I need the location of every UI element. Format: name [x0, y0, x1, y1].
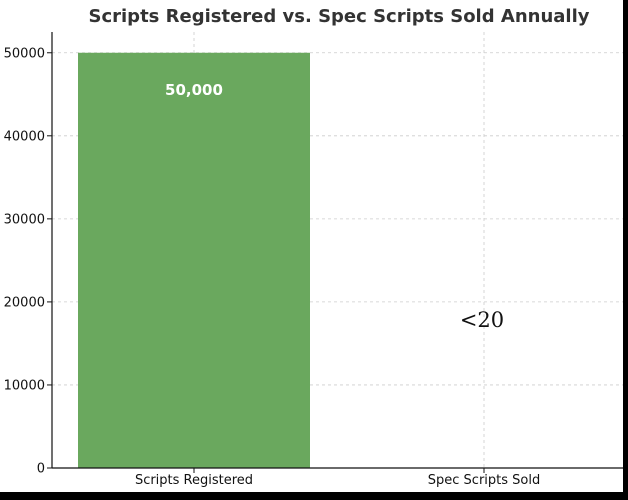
labels: 0 10000 20000 30000 40000 50000 Scripts Regist… — [4, 46, 541, 488]
axes — [47, 32, 623, 473]
chart-canvas: Scripts Registered vs. Spec Scripts Sold… — [0, 0, 623, 492]
x-tick-label-1: Spec Scripts Sold — [428, 473, 540, 488]
bars — [78, 52, 600, 469]
y-tick-label-0: 0 — [37, 462, 45, 477]
data-label-1: <20 — [460, 308, 504, 332]
y-tick-label-4: 40000 — [4, 129, 45, 144]
y-tick-label-2: 20000 — [4, 295, 45, 310]
bar-chart: 0 10000 20000 30000 40000 50000 Scripts Regist… — [4, 32, 623, 488]
chart-title: Scripts Registered vs. Spec Scripts Sold… — [88, 6, 590, 27]
data-label-0: 50,000 — [165, 81, 223, 99]
x-tick-label-0: Scripts Registered — [135, 473, 253, 488]
y-tick-label-1: 10000 — [4, 378, 45, 393]
y-tick-label-3: 30000 — [4, 212, 45, 227]
y-tick-label-5: 50000 — [4, 46, 45, 61]
bar-0 — [78, 52, 310, 469]
